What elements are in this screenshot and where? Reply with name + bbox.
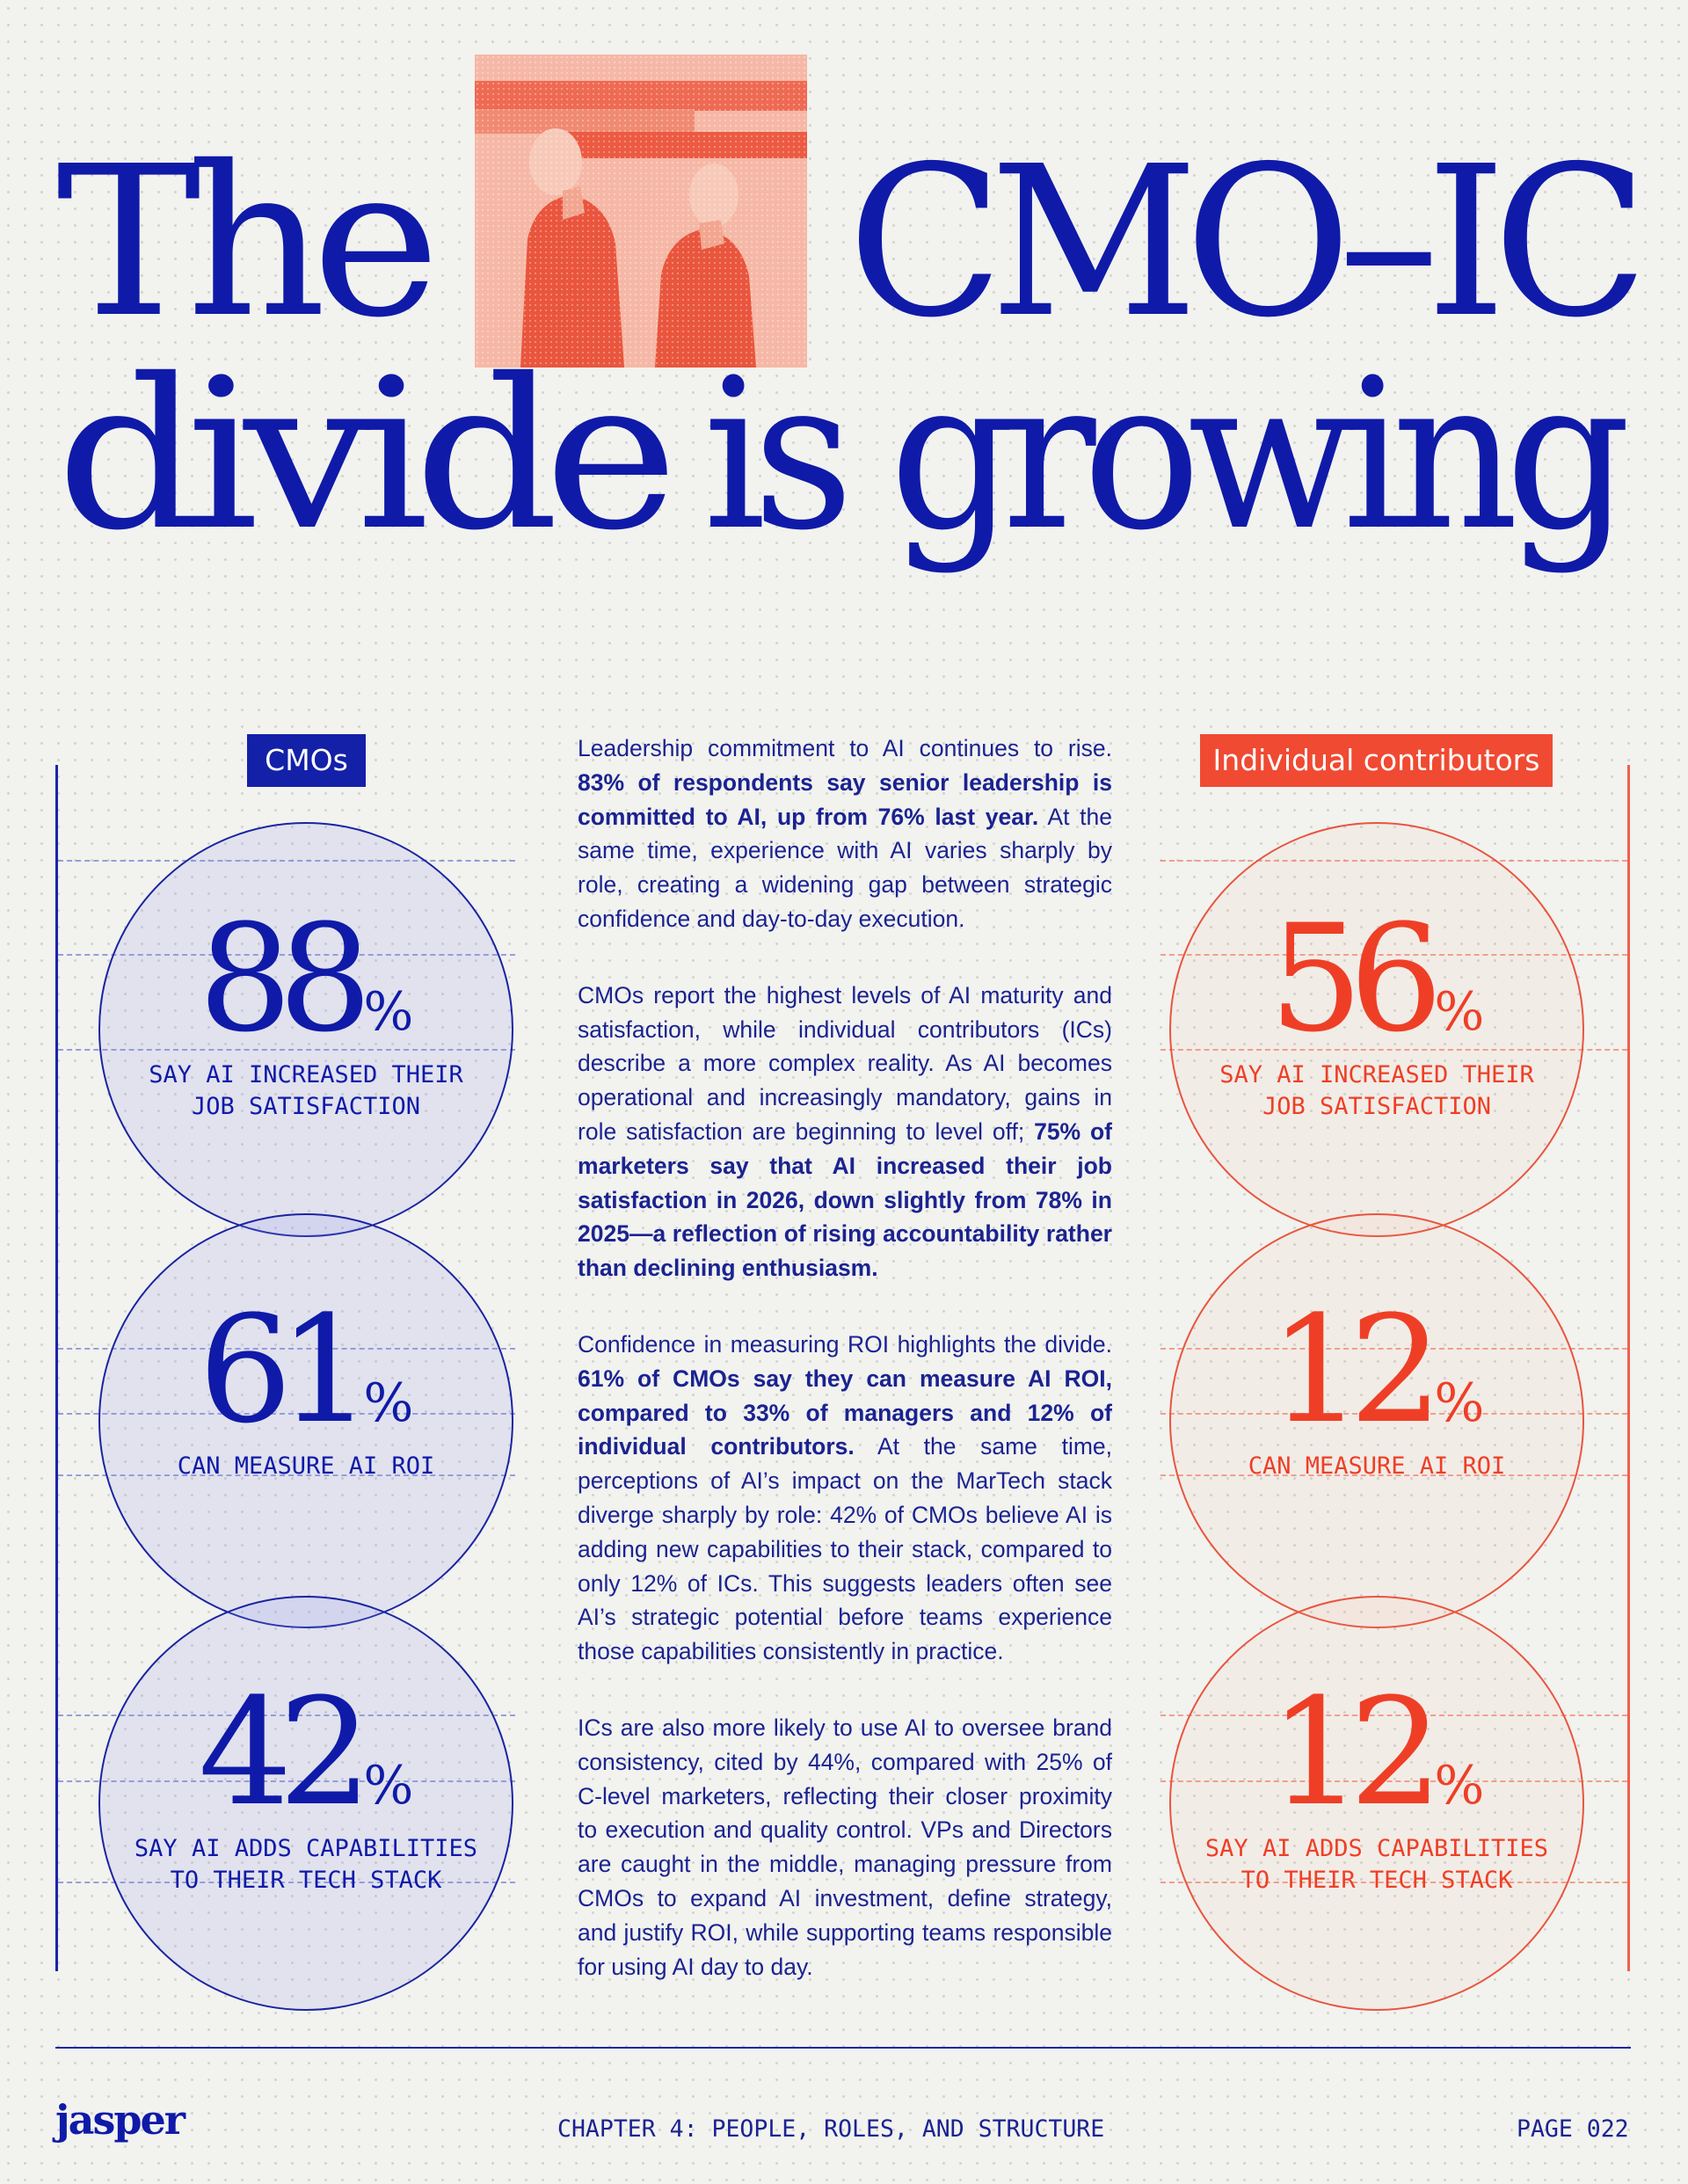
left-rail-line bbox=[55, 765, 58, 1971]
stat-value: 61% bbox=[198, 1284, 414, 1456]
cmo-stat-job-satisfaction: 88% SAY AI INCREASED THEIR JOB SATISFACT… bbox=[98, 822, 513, 1237]
stat-value: 12% bbox=[1269, 1666, 1485, 1838]
stat-caption: SAY AI INCREASED THEIR JOB SATISFACTION bbox=[1219, 1061, 1534, 1120]
stat-caption: SAY AI ADDS CAPABILITIES TO THEIR TECH S… bbox=[1204, 1835, 1549, 1894]
chapter-title: CHAPTER 4: PEOPLE, ROLES, AND STRUCTURE bbox=[557, 2115, 1105, 2143]
page-number: PAGE 022 bbox=[1517, 2115, 1629, 2143]
ic-stat-tech-stack: 12% SAY AI ADDS CAPABILITIES TO THEIR TE… bbox=[1169, 1596, 1584, 2011]
body-text: Leadership commitment to AI continues to… bbox=[578, 732, 1112, 2026]
right-rail-line bbox=[1627, 765, 1630, 1971]
stat-value: 88% bbox=[198, 892, 414, 1065]
stat-caption: SAY AI INCREASED THEIR JOB SATISFACTION bbox=[149, 1061, 463, 1120]
title-word-the: The bbox=[56, 121, 440, 363]
ic-column-label: Individual contributors bbox=[1200, 734, 1553, 787]
title-words-is-growing: is growing bbox=[703, 334, 1631, 576]
body-paragraph-1: Leadership commitment to AI continues to… bbox=[578, 735, 1113, 932]
stat-value: 12% bbox=[1269, 1284, 1485, 1456]
title-word-divide: divide bbox=[56, 334, 679, 576]
stat-caption: CAN MEASURE AI ROI bbox=[1248, 1452, 1506, 1480]
ic-stat-job-satisfaction: 56% SAY AI INCREASED THEIR JOB SATISFACT… bbox=[1169, 822, 1584, 1237]
stat-value: 56% bbox=[1269, 892, 1485, 1065]
footer-divider bbox=[55, 2047, 1631, 2049]
body-paragraph-2: CMOs report the highest levels of AI mat… bbox=[578, 981, 1113, 1282]
body-paragraph-4: ICs are also more likely to use AI to ov… bbox=[578, 1714, 1112, 1980]
ic-stat-measure-roi: 12% CAN MEASURE AI ROI bbox=[1169, 1213, 1584, 1628]
cmo-stat-tech-stack: 42% SAY AI ADDS CAPABILITIES TO THEIR TE… bbox=[98, 1596, 513, 2011]
stat-value: 42% bbox=[198, 1666, 414, 1838]
cmo-column-label: CMOs bbox=[247, 734, 366, 787]
jasper-logo[interactable]: jasper bbox=[55, 2096, 186, 2144]
cmo-stat-measure-roi: 61% CAN MEASURE AI ROI bbox=[98, 1213, 513, 1628]
stat-caption: CAN MEASURE AI ROI bbox=[177, 1452, 435, 1480]
hero-illustration bbox=[475, 55, 807, 368]
body-paragraph-3: Confidence in measuring ROI highlights t… bbox=[578, 1330, 1113, 1665]
title-word-cmo-ic: CMO–IC bbox=[848, 121, 1648, 363]
stat-caption: SAY AI ADDS CAPABILITIES TO THEIR TECH S… bbox=[134, 1835, 478, 1894]
